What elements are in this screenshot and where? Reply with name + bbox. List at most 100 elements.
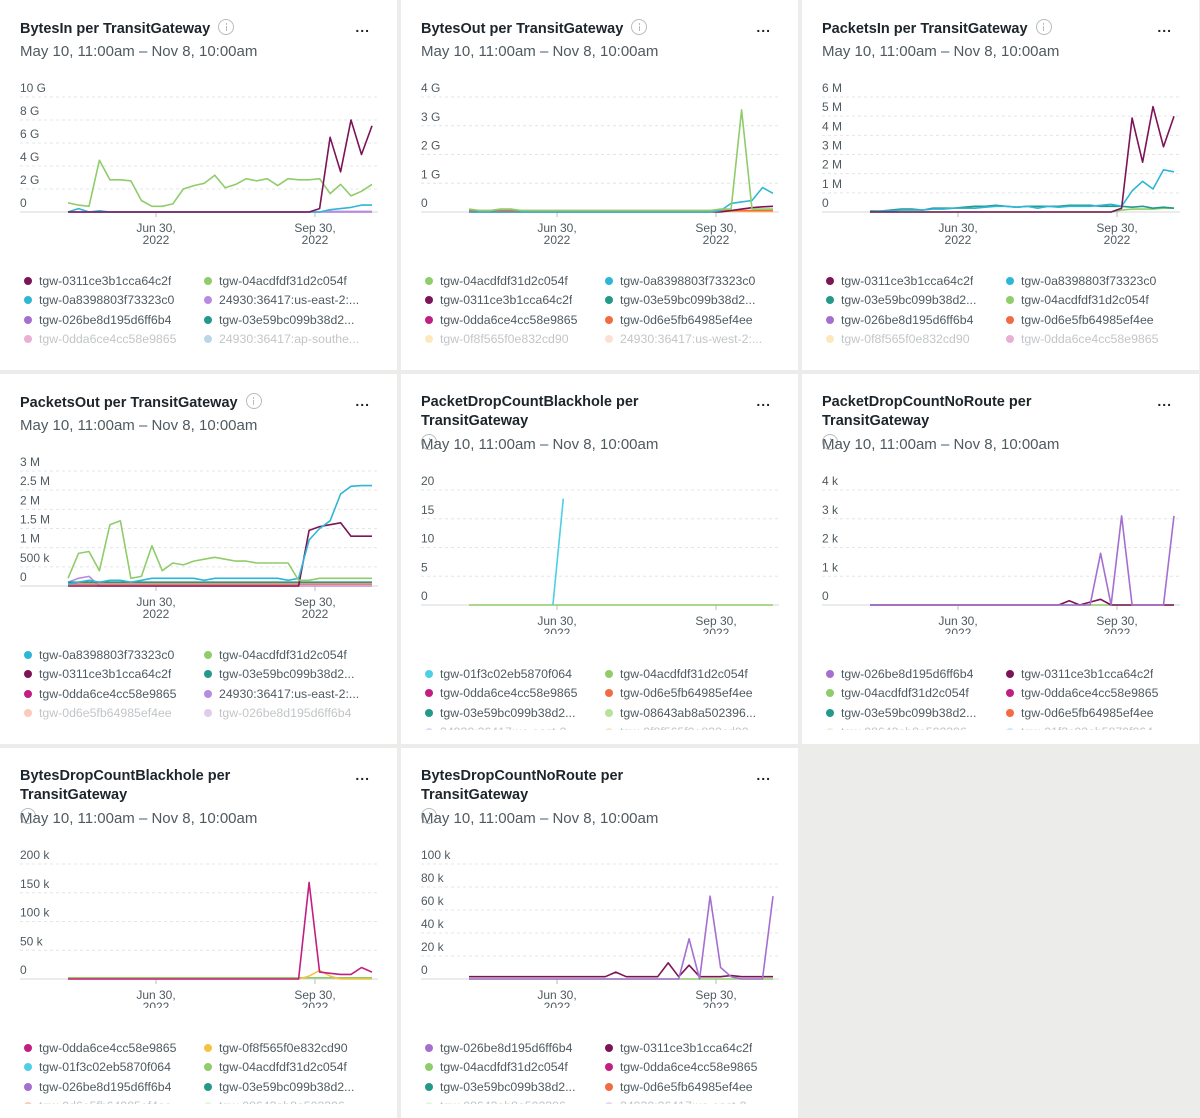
legend-item[interactable]: tgw-0d6e5fb64985ef4ee [1006, 310, 1186, 330]
legend-item[interactable]: 24930:36417:us-east-2:... [204, 684, 384, 704]
series-line[interactable] [869, 169, 1175, 213]
legend-item[interactable]: tgw-01f3c02eb5870f064 [24, 1058, 204, 1078]
legend-item[interactable]: tgw-04acdfdf31d2c054f [204, 1058, 384, 1078]
legend-item[interactable]: 24930:36417:us-east-2... [425, 723, 605, 730]
series-line[interactable] [468, 109, 773, 212]
legend-row: tgw-026be8d195d6ff6b4 tgw-0d6e5fb64985ef4… [826, 310, 1186, 330]
legend-item[interactable]: 24930:36417:us-east-2... [605, 1097, 785, 1104]
legend-item[interactable]: tgw-08643ab8a502396... [605, 703, 785, 723]
legend-item[interactable]: tgw-0dda6ce4cc58e9865 [24, 684, 204, 704]
series-line[interactable] [67, 484, 372, 585]
legend-item[interactable]: tgw-03e59bc099b38d2... [425, 703, 605, 723]
info-icon[interactable] [20, 808, 36, 824]
legend-item[interactable]: tgw-026be8d195d6ff6b4 [24, 1077, 204, 1097]
series-line[interactable] [67, 159, 373, 208]
series-line[interactable] [870, 515, 1175, 606]
legend-item[interactable]: tgw-0a8398803f73323c0 [24, 291, 204, 311]
legend-item[interactable]: tgw-03e59bc099b38d2... [826, 291, 1006, 311]
legend-item[interactable]: tgw-0d6e5fb64985ef4ee [605, 1077, 785, 1097]
info-icon[interactable] [421, 434, 437, 450]
legend-item[interactable]: tgw-04acdfdf31d2c054f [1006, 291, 1186, 311]
legend-item[interactable]: tgw-0f8f565f0e832cd90 [425, 330, 605, 348]
legend-item[interactable]: tgw-0f8f565f0e832cd90 [826, 330, 1006, 348]
legend-label: tgw-03e59bc099b38d2... [841, 705, 977, 720]
series-line[interactable] [68, 881, 373, 980]
legend-item[interactable]: tgw-026be8d195d6ff6b4 [24, 310, 204, 330]
legend-item[interactable]: tgw-0dda6ce4cc58e9865 [24, 330, 204, 348]
more-options-icon[interactable]: ... [756, 393, 771, 409]
more-options-icon[interactable]: ... [756, 19, 771, 35]
legend-item[interactable]: tgw-026be8d195d6ff6b4 [826, 664, 1006, 684]
legend-item[interactable]: tgw-0dda6ce4cc58e9865 [425, 684, 605, 704]
legend-item[interactable]: tgw-0311ce3b1cca64c2f [24, 665, 204, 685]
more-options-icon[interactable]: ... [1157, 393, 1172, 409]
legend-item[interactable]: tgw-08643ab8a502396... [425, 1097, 605, 1104]
series-line[interactable] [552, 498, 565, 606]
info-icon[interactable] [631, 19, 648, 35]
legend-item[interactable]: tgw-0311ce3b1cca64c2f [1006, 664, 1186, 684]
legend-item[interactable]: tgw-0d6e5fb64985ef4ee [605, 684, 785, 704]
legend-item[interactable]: tgw-01f3c02eb5870f064 [1006, 723, 1186, 730]
series-line[interactable] [870, 598, 1174, 606]
legend-item[interactable]: tgw-026be8d195d6ff6b4 [425, 1038, 605, 1058]
legend-item[interactable]: tgw-0d6e5fb64985ef4ee [1006, 703, 1186, 723]
legend-item[interactable]: tgw-04acdfdf31d2c054f [425, 271, 605, 291]
legend-item[interactable]: tgw-026be8d195d6ff6b4 [204, 704, 384, 722]
legend-item[interactable]: tgw-0a8398803f73323c0 [605, 271, 785, 291]
legend-item[interactable]: tgw-04acdfdf31d2c054f [204, 271, 384, 291]
legend-item[interactable]: tgw-0f8f565f0e832cd90 [204, 1038, 384, 1058]
legend-item[interactable]: tgw-0a8398803f73323c0 [1006, 271, 1186, 291]
legend-item[interactable]: 24930:36417:us-east-2:... [204, 291, 384, 311]
info-icon[interactable] [218, 19, 235, 35]
legend-item[interactable]: tgw-03e59bc099b38d2... [204, 665, 384, 685]
more-options-icon[interactable]: ... [355, 393, 370, 409]
legend-item[interactable]: tgw-0dda6ce4cc58e9865 [1006, 684, 1186, 704]
more-options-icon[interactable]: ... [355, 767, 370, 783]
more-options-icon[interactable]: ... [756, 767, 771, 783]
legend-item[interactable]: tgw-03e59bc099b38d2... [605, 291, 785, 311]
legend-item[interactable]: tgw-03e59bc099b38d2... [204, 1077, 384, 1097]
series-line[interactable] [68, 119, 373, 213]
legend-item[interactable]: tgw-0311ce3b1cca64c2f [605, 1038, 785, 1058]
series-line[interactable] [469, 962, 773, 978]
legend-item[interactable]: tgw-0d6e5fb64985ef4ee [605, 310, 785, 330]
more-options-icon[interactable]: ... [355, 19, 370, 35]
legend-color-dot-icon [826, 335, 834, 344]
series-line[interactable] [67, 204, 372, 213]
legend-item[interactable]: 24930:36417:ap-southe... [204, 330, 384, 348]
legend-item[interactable]: tgw-04acdfdf31d2c054f [425, 1058, 605, 1078]
legend-item[interactable]: tgw-03e59bc099b38d2... [425, 1077, 605, 1097]
info-icon[interactable] [822, 434, 838, 450]
legend-item[interactable]: tgw-04acdfdf31d2c054f [826, 684, 1006, 704]
series-line[interactable] [68, 522, 372, 587]
legend-item[interactable]: tgw-0dda6ce4cc58e9865 [425, 310, 605, 330]
legend-item[interactable]: tgw-026be8d195d6ff6b4 [826, 310, 1006, 330]
legend-item[interactable]: tgw-0dda6ce4cc58e9865 [605, 1058, 785, 1078]
legend-item[interactable]: tgw-0a8398803f73323c0 [24, 645, 204, 665]
info-icon[interactable] [245, 393, 262, 409]
legend-item[interactable]: tgw-03e59bc099b38d2... [204, 310, 384, 330]
series-line[interactable] [67, 520, 372, 582]
legend-item[interactable]: tgw-08643ab8a502396... [826, 723, 1006, 730]
legend-item[interactable]: tgw-0d6e5fb64985ef4ee [24, 1097, 204, 1104]
legend-item[interactable]: tgw-0311ce3b1cca64c2f [826, 271, 1006, 291]
legend-color-dot-icon [24, 315, 32, 324]
series-line[interactable] [870, 105, 1175, 213]
info-icon[interactable] [1035, 19, 1052, 35]
legend-item[interactable]: tgw-0dda6ce4cc58e9865 [24, 1038, 204, 1058]
info-icon[interactable] [421, 808, 437, 824]
legend-item[interactable]: tgw-0311ce3b1cca64c2f [24, 271, 204, 291]
legend-item[interactable]: tgw-0d6e5fb64985ef4ee [24, 704, 204, 722]
legend-item[interactable]: tgw-04acdfdf31d2c054f [605, 664, 785, 684]
series-line[interactable] [469, 895, 774, 980]
legend-item[interactable]: tgw-0dda6ce4cc58e9865 [1006, 330, 1186, 348]
legend-item[interactable]: tgw-01f3c02eb5870f064 [425, 664, 605, 684]
more-options-icon[interactable]: ... [1157, 19, 1172, 35]
legend-item[interactable]: tgw-0311ce3b1cca64c2f [425, 291, 605, 311]
legend-item[interactable]: 24930:36417:us-west-2:... [605, 330, 785, 348]
legend-item[interactable]: tgw-0f8f565f0e832cd90 [605, 723, 785, 730]
legend-item[interactable]: tgw-08643ab8a502396... [204, 1097, 384, 1104]
legend-item[interactable]: tgw-04acdfdf31d2c054f [204, 645, 384, 665]
legend-item[interactable]: tgw-03e59bc099b38d2... [826, 703, 1006, 723]
